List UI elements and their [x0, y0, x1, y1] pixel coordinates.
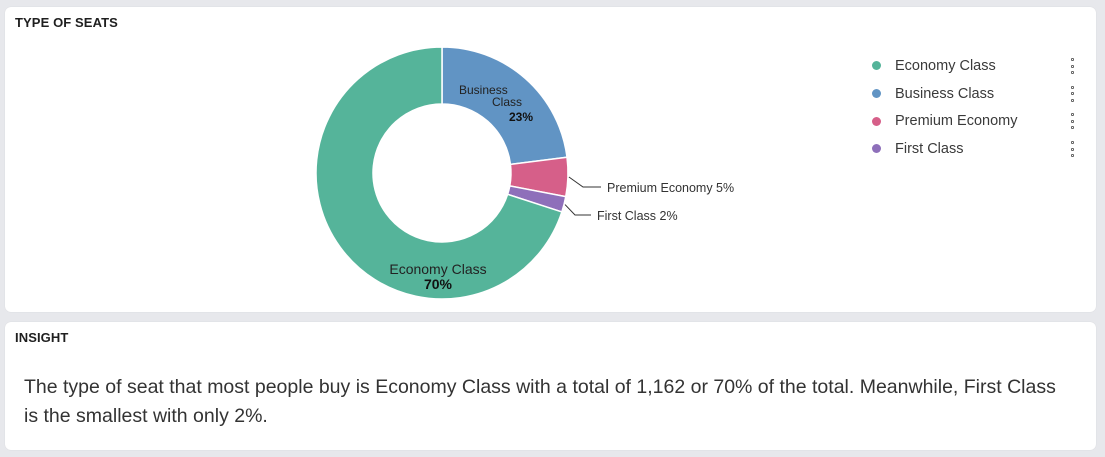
panel-title: TYPE OF SEATS — [15, 15, 118, 30]
slice-label-outside: Premium Economy 5% — [607, 181, 734, 195]
slice-label-value: 70% — [424, 276, 453, 292]
slice-label-name: Business — [459, 83, 508, 97]
legend-item[interactable]: First Class — [870, 135, 1090, 163]
more-vertical-icon[interactable] — [1071, 85, 1076, 102]
slice-label-name: Class — [492, 95, 522, 109]
insight-panel: INSIGHT The type of seat that most peopl… — [5, 322, 1096, 450]
leader-line — [568, 176, 601, 188]
more-vertical-icon[interactable] — [1071, 141, 1076, 158]
chart-legend: Economy Class Business Class Premium Econo… — [870, 52, 1090, 163]
slice-label-outside: First Class 2% — [597, 209, 678, 223]
legend-item[interactable]: Premium Economy — [870, 107, 1090, 135]
pie-slice[interactable] — [441, 46, 568, 166]
type-of-seats-panel: TYPE OF SEATS Business Class 23% Economy Cl… — [5, 7, 1096, 312]
legend-color-dot — [872, 144, 881, 154]
legend-label: Premium Economy — [895, 113, 1018, 130]
legend-color-dot — [872, 89, 881, 99]
more-vertical-icon[interactable] — [1071, 58, 1076, 74]
legend-label: Economy Class — [895, 57, 996, 74]
legend-color-dot — [872, 61, 881, 71]
legend-label: Business Class — [895, 85, 995, 102]
slice-label-name: Economy Class — [389, 261, 486, 277]
legend-label: First Class — [895, 140, 964, 157]
leader-line — [564, 204, 591, 216]
legend-item[interactable]: Economy Class — [870, 52, 1090, 80]
more-vertical-icon[interactable] — [1071, 113, 1076, 130]
insight-text: The type of seat that most people buy is… — [24, 376, 1056, 427]
legend-item[interactable]: Business Class — [870, 80, 1090, 108]
legend-color-dot — [872, 116, 881, 126]
slice-label-value: 23% — [509, 110, 533, 124]
pie-slice[interactable] — [315, 46, 563, 300]
panel-title: INSIGHT — [15, 330, 69, 345]
